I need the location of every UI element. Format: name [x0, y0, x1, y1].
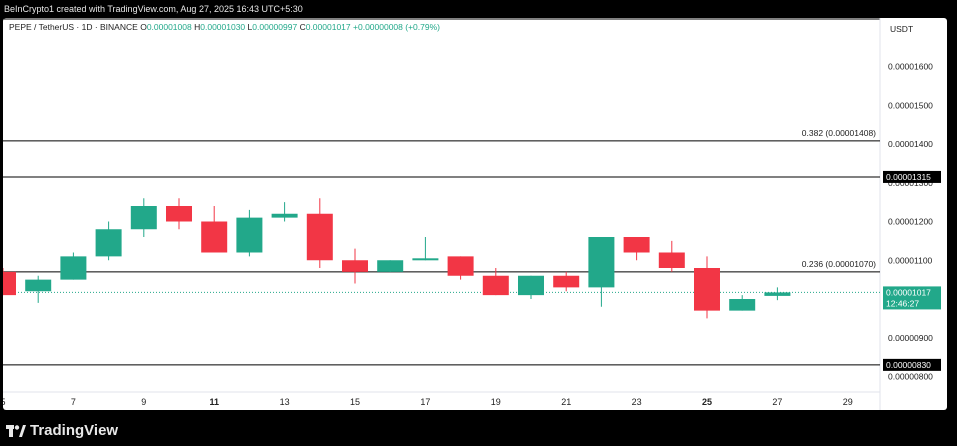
candle-up[interactable] — [25, 279, 52, 292]
fib-level-label: 0.382 (0.00001408) — [802, 128, 876, 138]
symbol-label[interactable]: PEPE / TetherUS · 1D · BINANCE — [9, 22, 138, 32]
time-tick-label: 9 — [141, 397, 146, 407]
candle-up[interactable] — [271, 213, 298, 218]
price-tick-label: 0.00000900 — [888, 333, 933, 343]
close-value: 0.00001017 — [305, 22, 351, 32]
price-unit-label: USDT — [890, 24, 913, 34]
level-price-pill — [883, 170, 941, 183]
time-tick-label: 19 — [491, 397, 501, 407]
open-value: 0.00001008 — [146, 22, 192, 32]
candle-down[interactable] — [166, 206, 192, 222]
candle-up[interactable] — [236, 217, 263, 253]
chart-panel[interactable]: USDT 0.00001600 0.00001500 0.00001400 0.0000… — [3, 18, 947, 410]
candle-down[interactable] — [694, 268, 720, 311]
current-price-pill — [883, 286, 941, 310]
candle-up[interactable] — [60, 256, 87, 280]
time-tick-label: 27 — [772, 397, 782, 407]
bar-countdown-text: 12:46:27 — [886, 298, 919, 308]
fib-level-label: 0.236 (0.00001070) — [802, 259, 876, 269]
candle-down[interactable] — [623, 237, 650, 253]
high-value: 0.00001030 — [200, 22, 246, 32]
tradingview-logo[interactable]: TradingView — [6, 422, 118, 439]
price-tick-label: 0.00001100 — [888, 255, 933, 265]
time-tick-label: 25 — [702, 397, 712, 407]
low-key: L — [247, 22, 253, 32]
open-key: O — [140, 22, 147, 32]
candle-up[interactable] — [130, 206, 157, 230]
time-tick-label: 15 — [350, 397, 360, 407]
time-tick-label: 7 — [71, 397, 76, 407]
time-tick-label: 11 — [209, 397, 219, 407]
candle-down[interactable] — [482, 275, 509, 296]
close-key: C — [299, 22, 306, 32]
candle-down[interactable] — [553, 275, 580, 288]
price-tick-label: 0.00000800 — [888, 372, 933, 382]
current-price-text: 0.00001017 — [886, 287, 931, 297]
time-tick-label: 23 — [632, 397, 642, 407]
candle-up[interactable] — [588, 237, 615, 288]
level-price-pill-text: 0.00001315 — [886, 172, 931, 182]
low-value: 0.00000997 — [252, 22, 298, 32]
candle-down[interactable] — [306, 213, 333, 261]
price-tick-label: 0.00001400 — [888, 139, 933, 149]
brand-name: TradingView — [30, 422, 119, 439]
price-tick-label: 0.00001500 — [888, 100, 933, 110]
candle-down[interactable] — [447, 256, 474, 276]
candle-down[interactable] — [658, 252, 685, 269]
candle-down[interactable] — [201, 221, 228, 253]
time-tick-label: 17 — [420, 397, 430, 407]
tradingview-icon — [6, 424, 26, 437]
price-tick-label: 0.00001600 — [888, 62, 933, 72]
creator-caption: BeInCrypto1 created with TradingView.com… — [4, 4, 303, 14]
candle-down[interactable] — [3, 271, 16, 296]
candle-up[interactable] — [518, 275, 544, 296]
time-tick-label: 5 — [3, 397, 6, 407]
candle-up[interactable] — [729, 299, 756, 311]
footer: TradingView — [0, 412, 957, 446]
change-value: +0.00000008 (+0.79%) — [353, 22, 440, 32]
high-key: H — [194, 22, 201, 32]
candle-up[interactable] — [412, 258, 439, 261]
time-tick-label: 29 — [843, 397, 853, 407]
price-tick-label: 0.00001200 — [888, 217, 933, 227]
candle-up[interactable] — [95, 229, 122, 257]
time-tick-label: 21 — [561, 397, 571, 407]
ohlc-legend: PEPE / TetherUS · 1D · BINANCE O0.000010… — [9, 22, 440, 32]
level-price-pill-text: 0.00000830 — [886, 360, 931, 370]
candlestick-chart[interactable]: USDT 0.00001600 0.00001500 0.00001400 0.0000… — [3, 18, 947, 410]
candle-up[interactable] — [764, 292, 791, 296]
candle-up[interactable] — [377, 260, 404, 272]
level-price-pill — [883, 358, 941, 371]
candle-down[interactable] — [342, 260, 368, 272]
time-tick-label: 13 — [280, 397, 290, 407]
